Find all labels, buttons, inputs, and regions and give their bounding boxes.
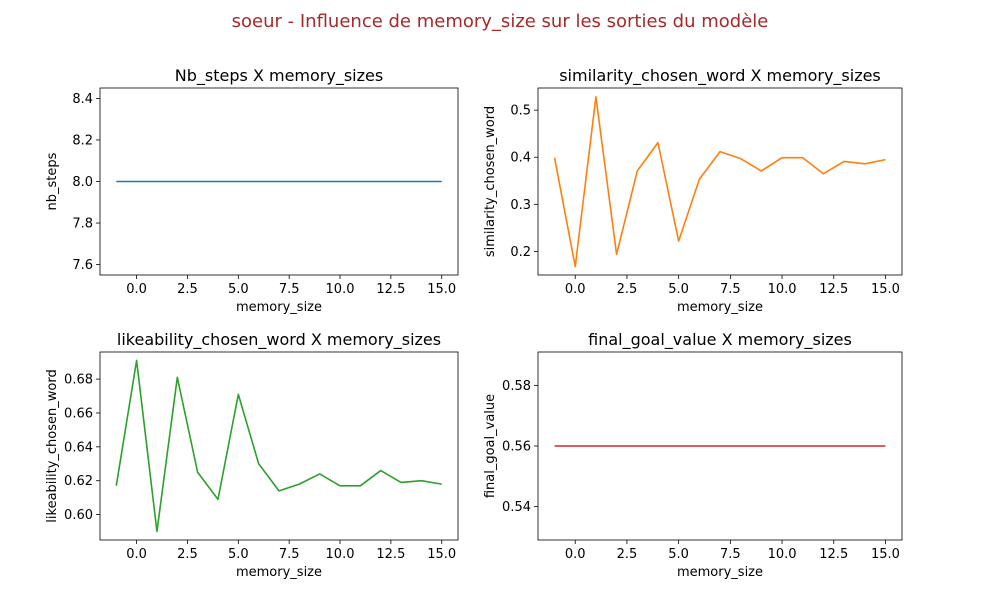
y-axis-label: similarity_chosen_word xyxy=(483,106,498,257)
y-tick-label: 0.54 xyxy=(502,500,531,515)
x-axis-label: memory_size xyxy=(236,565,322,580)
subplot-3: likeability_chosen_word X memory_sizes 0.… xyxy=(45,330,459,580)
y-axis-label: final_goal_value xyxy=(483,394,498,498)
x-tick-label: 5.0 xyxy=(228,547,249,562)
series-line xyxy=(553,96,886,268)
x-tick-label: 7.5 xyxy=(720,547,741,562)
x-axis-label: memory_size xyxy=(236,300,322,315)
x-tick-label: 0.0 xyxy=(565,547,586,562)
y-tick-label: 0.68 xyxy=(64,373,93,388)
subplot-title: likeability_chosen_word X memory_sizes xyxy=(117,330,441,350)
x-tick-label: 12.5 xyxy=(376,547,405,562)
y-tick-label: 0.4 xyxy=(510,151,531,166)
subplot-4: final_goal_value X memory_sizes 0.0 2.5 5.0… xyxy=(483,330,903,580)
x-tick-label: 5.0 xyxy=(668,282,689,297)
x-tick-label: 0.0 xyxy=(565,282,586,297)
x-tick-label: 0.0 xyxy=(126,282,147,297)
y-tick-label: 0.58 xyxy=(502,379,531,394)
x-tick-label: 2.5 xyxy=(617,282,638,297)
subplot-title: similarity_chosen_word X memory_sizes xyxy=(559,66,881,86)
figure-suptitle: soeur - Influence de memory_size sur les… xyxy=(232,11,769,32)
x-axis-label: memory_size xyxy=(677,300,763,315)
x-tick-label: 2.5 xyxy=(177,547,198,562)
x-tick-label: 12.5 xyxy=(819,282,848,297)
x-tick-label: 15.0 xyxy=(427,282,456,297)
axes-frame xyxy=(99,351,459,541)
x-tick-label: 12.5 xyxy=(819,547,848,562)
x-tick-label: 10.0 xyxy=(326,547,355,562)
subplot-1: Nb_steps X memory_sizes 0.0 2.5 5.0 7.5 10.0 1… xyxy=(45,66,459,315)
x-tick-label: 12.5 xyxy=(376,282,405,297)
y-tick-label: 0.5 xyxy=(510,104,531,119)
y-tick-label: 0.60 xyxy=(64,508,93,523)
x-tick-label: 7.5 xyxy=(279,282,300,297)
y-axis-label: likeability_chosen_word xyxy=(45,369,60,522)
y-tick-label: 0.3 xyxy=(510,198,531,213)
y-tick-label: 7.6 xyxy=(72,258,93,273)
x-tick-label: 15.0 xyxy=(871,547,900,562)
x-tick-label: 0.0 xyxy=(126,547,147,562)
x-tick-label: 15.0 xyxy=(871,282,900,297)
y-tick-label: 0.64 xyxy=(64,440,93,455)
subplot-title: Nb_steps X memory_sizes xyxy=(175,66,383,86)
y-tick-label: 8.4 xyxy=(72,92,93,107)
x-axis-label: memory_size xyxy=(677,565,763,580)
y-tick-label: 0.66 xyxy=(64,406,93,421)
y-tick-label: 0.62 xyxy=(64,474,93,489)
y-tick-label: 7.8 xyxy=(72,217,93,232)
y-tick-label: 8.0 xyxy=(72,175,93,190)
subplot-grid: Nb_steps X memory_sizes 0.0 2.5 5.0 7.5 10.0 1… xyxy=(45,66,903,580)
y-tick-label: 8.2 xyxy=(72,133,93,148)
x-tick-label: 7.5 xyxy=(279,547,300,562)
series-line xyxy=(115,359,442,533)
x-tick-label: 7.5 xyxy=(720,282,741,297)
subplot-title: final_goal_value X memory_sizes xyxy=(588,330,852,350)
x-tick-label: 10.0 xyxy=(768,547,797,562)
x-tick-label: 5.0 xyxy=(228,282,249,297)
y-tick-label: 0.2 xyxy=(510,245,531,260)
x-tick-label: 15.0 xyxy=(427,547,456,562)
y-axis-label: nb_steps xyxy=(45,152,60,210)
axes-frame xyxy=(537,87,903,276)
x-tick-label: 2.5 xyxy=(177,282,198,297)
x-tick-label: 5.0 xyxy=(668,547,689,562)
x-tick-label: 2.5 xyxy=(617,547,638,562)
y-tick-label: 0.56 xyxy=(502,440,531,455)
subplot-2: similarity_chosen_word X memory_sizes 0.0… xyxy=(483,66,903,315)
x-tick-label: 10.0 xyxy=(326,282,355,297)
x-tick-label: 10.0 xyxy=(768,282,797,297)
